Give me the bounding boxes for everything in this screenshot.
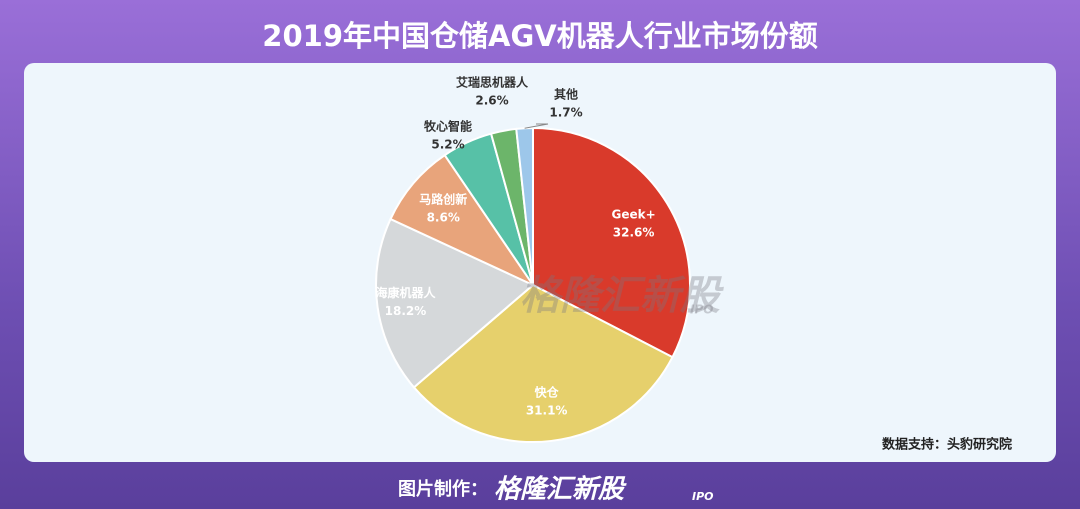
footer-logo-sub: IPO (692, 490, 714, 503)
value-label: 32.6% (613, 225, 655, 239)
slice-label: 快仓 (535, 384, 560, 399)
source: 数据支持：头豹研究院 (882, 437, 1012, 453)
footer-label: 图片制作： (398, 478, 488, 500)
slice-label: 牧心智能 (424, 119, 472, 134)
watermark: 格隆汇新股 (520, 273, 724, 319)
pie-slice (532, 126, 691, 359)
value-label: 2.6% (475, 94, 508, 108)
watermark-sub: IPO (690, 303, 713, 317)
pie-slice (389, 153, 536, 288)
slice-label: 其他 (554, 87, 578, 102)
pie-slice (515, 126, 534, 286)
leader-line (524, 123, 549, 129)
footer-logo: 格隆汇新股 (494, 475, 627, 505)
pie-slice (412, 283, 674, 443)
value-label: 31.1% (526, 403, 568, 417)
value-label: 8.6% (427, 210, 460, 224)
value-label: 1.7% (549, 106, 582, 120)
slice-label: 马路创新 (419, 191, 467, 206)
value-label: 18.2% (385, 304, 427, 318)
slice-label: Geek+ (612, 207, 656, 221)
slice-label: 海康机器人 (375, 285, 436, 300)
pie (375, 126, 691, 443)
pie-slice (375, 217, 535, 389)
chart-title: 2019年中国仓储AGV机器人行业市场份额 (262, 19, 817, 53)
slice-label: 艾瑞思机器人 (456, 75, 529, 90)
value-label: 5.2% (431, 138, 464, 152)
